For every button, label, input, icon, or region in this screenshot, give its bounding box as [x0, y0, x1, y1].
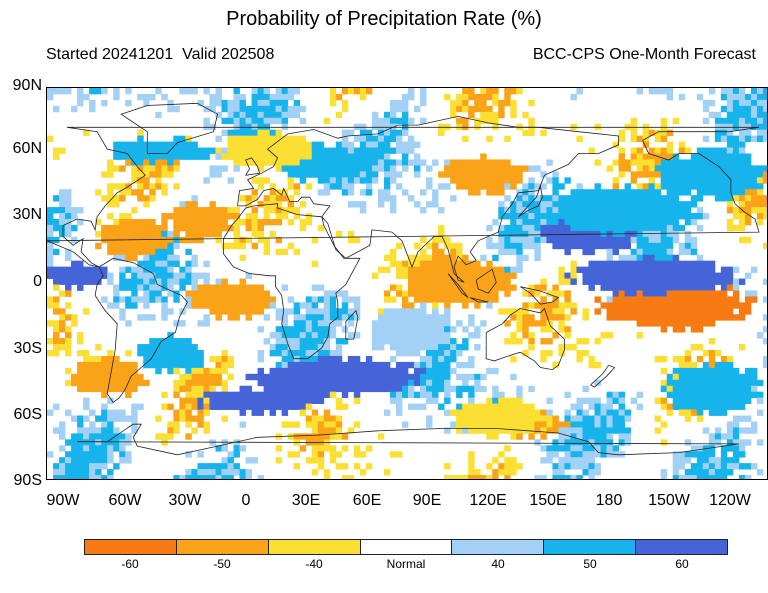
coastline: [77, 423, 739, 456]
coastline: [245, 157, 261, 176]
colorbar-segment-minus40: [268, 540, 361, 554]
lon-label-60w: 60W: [108, 492, 142, 509]
coastline: [470, 297, 489, 303]
lon-label-180: 180: [595, 492, 623, 509]
forecast-source: BCC-CPS One-Month Forecast: [532, 46, 756, 63]
lon-label-90e: 90E: [412, 492, 442, 509]
coastline: [485, 307, 565, 371]
forecast-dates: Started 20241201 Valid 202508: [46, 46, 275, 63]
colorbar-label-minus40: -40: [305, 557, 323, 571]
coastline: [447, 273, 469, 298]
map-title: Probability of Precipitation Rate (%): [226, 8, 542, 30]
colorbar-segment-minus60: [85, 540, 177, 554]
lon-label-0: 0: [241, 492, 251, 509]
colorbar-segment-60: [636, 540, 728, 554]
lon-label-60e: 60E: [352, 492, 382, 509]
lat-label-30n: 30N: [12, 206, 42, 223]
coastline: [518, 184, 543, 218]
lon-label-90w: 90W: [46, 492, 80, 509]
colorbar-segment-40: [452, 540, 545, 554]
lat-label-60n: 60N: [12, 140, 42, 157]
coastline: [94, 257, 188, 403]
colorbar-segment-normal: [360, 540, 453, 554]
colorbar-label-50: 50: [583, 557, 597, 571]
lon-label-30w: 30W: [168, 492, 202, 509]
coastline: [475, 268, 497, 294]
lon-label-150w: 150W: [648, 492, 690, 509]
lon-label-150e: 150E: [529, 492, 567, 509]
colorbar-label-60: 60: [675, 557, 689, 571]
colorbar-segment-50: [544, 540, 637, 554]
lat-label-0: 0: [33, 273, 42, 290]
colorbar-label-40: 40: [491, 557, 505, 571]
colorbar-label-normal: Normal: [386, 557, 426, 571]
colorbar-segment-minus50: [176, 540, 269, 554]
lat-label-90s: 90S: [13, 472, 42, 489]
colorbar-label-minus50: -50: [213, 557, 231, 571]
coastline: [520, 286, 560, 305]
lon-label-30e: 30E: [291, 492, 321, 509]
coastline: [47, 126, 760, 268]
coastline: [345, 309, 359, 340]
colorbar-label-minus60: -60: [121, 557, 139, 571]
coastline: [120, 102, 218, 154]
map-canvas: [47, 88, 767, 479]
lat-label-60s: 60S: [13, 406, 42, 423]
lon-label-120e: 120E: [469, 492, 507, 509]
colorbar: [84, 539, 728, 555]
coastline: [590, 364, 616, 388]
lat-label-30s: 30S: [13, 340, 42, 357]
precip-probability-map: [46, 87, 768, 480]
lat-label-90n: 90N: [12, 77, 42, 94]
lon-label-120w: 120W: [709, 492, 751, 509]
coastline: [223, 203, 361, 360]
coastline: [237, 115, 619, 283]
